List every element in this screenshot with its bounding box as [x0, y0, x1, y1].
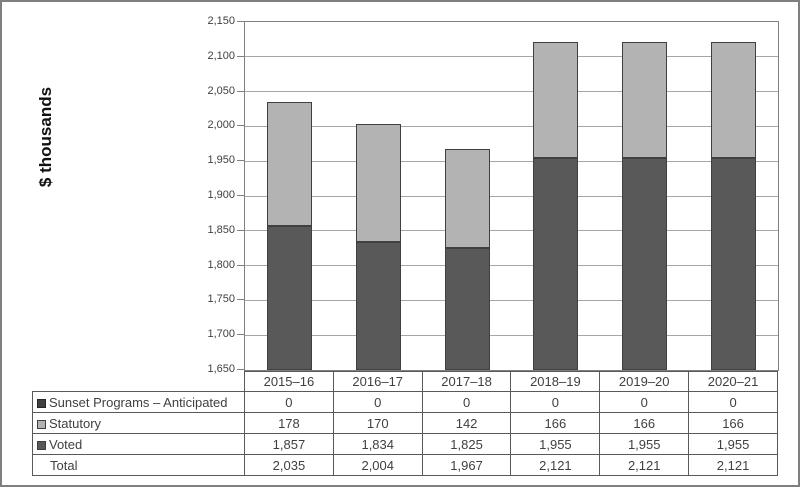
total-value-cell: 2,035: [244, 454, 334, 476]
value-cell: 0: [421, 391, 512, 413]
year-header-cell: 2020–21: [688, 371, 778, 392]
value-cell: 166: [510, 412, 601, 434]
series-label-cell: Statutory: [32, 412, 245, 434]
year-header-cell: 2018–19: [510, 371, 601, 392]
series-label-cell: Sunset Programs – Anticipated: [32, 391, 245, 413]
gridline: [245, 299, 778, 301]
total-label-cell: Total: [32, 454, 245, 476]
value-cell: 142: [421, 412, 512, 434]
y-tick-mark: [237, 160, 244, 162]
y-tick-mark: [237, 21, 244, 22]
total-row: Total 2,035 2,004 1,967 2,121 2,121 2,121: [32, 454, 778, 476]
bar-segment-voted: [622, 157, 668, 370]
y-tick-mark: [237, 299, 244, 301]
legend-swatch-icon: [37, 398, 46, 408]
series-row: Statutory 178 170 142 166 166 166: [32, 412, 778, 434]
series-row: Voted 1,857 1,834 1,825 1,955 1,955 1,955: [32, 433, 778, 455]
year-header-cell: 2017–18: [421, 371, 512, 392]
year-header-cell: 2019–20: [599, 371, 690, 392]
bar-column: [245, 22, 334, 370]
bar-segment-statutory: [444, 149, 490, 249]
value-cell: 1,857: [244, 433, 334, 455]
data-table: 2015–16 2016–17 2017–18 2018–19 2019–20 2020–…: [32, 371, 778, 476]
legend-swatch-icon: [37, 419, 46, 429]
y-tick-label: 1,750: [207, 293, 235, 306]
y-tick-label: 2,100: [207, 49, 235, 62]
gridline: [245, 91, 778, 93]
bar-segment-statutory: [355, 123, 401, 242]
y-tick-mark: [237, 334, 244, 336]
bar-column: [512, 22, 601, 370]
value-cell: 166: [599, 412, 690, 434]
bar-segment-statutory: [533, 42, 579, 158]
series-label: Voted: [49, 436, 83, 452]
value-cell: 0: [599, 391, 690, 413]
bar-column: [689, 22, 778, 370]
y-tick-label: 1,950: [207, 154, 235, 167]
series-label: Sunset Programs – Anticipated: [49, 394, 228, 410]
series-label: Statutory: [49, 415, 102, 431]
bar-segment-statutory: [266, 102, 312, 226]
gridline: [245, 195, 778, 197]
gridline: [245, 125, 778, 127]
y-axis-title: $ thousands: [36, 86, 55, 188]
value-cell: 0: [244, 391, 334, 413]
gridline: [245, 56, 778, 58]
bar-column: [334, 22, 423, 370]
y-tick-mark: [237, 264, 244, 266]
y-tick-mark: [237, 369, 244, 370]
y-tick-mark: [237, 229, 244, 231]
bar-column: [423, 22, 512, 370]
y-tick-label: 2,150: [207, 15, 235, 27]
value-cell: 1,955: [688, 433, 778, 455]
total-value-cell: 2,121: [599, 454, 690, 476]
bar-segment-statutory: [622, 42, 668, 158]
gridline: [245, 334, 778, 336]
total-value-cell: 2,121: [688, 454, 778, 476]
y-tick-label: 1,850: [207, 223, 235, 236]
value-cell: 178: [244, 412, 334, 434]
bar-segment-voted: [533, 157, 579, 370]
y-tick-mark: [237, 55, 244, 57]
value-cell: 1,955: [599, 433, 690, 455]
gridline: [245, 230, 778, 232]
gridline: [245, 160, 778, 162]
gridline: [245, 265, 778, 267]
value-cell: 0: [688, 391, 778, 413]
value-cell: 1,955: [510, 433, 601, 455]
y-tick-label: 2,050: [207, 84, 235, 97]
value-cell: 0: [510, 391, 601, 413]
total-value-cell: 2,121: [510, 454, 601, 476]
y-tick-mark: [237, 90, 244, 92]
series-row: Sunset Programs – Anticipated 0 0 0 0 0 0: [32, 391, 778, 413]
bar-segment-voted: [444, 248, 490, 370]
bar-segment-voted: [266, 225, 312, 370]
value-cell: 166: [688, 412, 778, 434]
year-header-cell: 2016–17: [332, 371, 423, 392]
bar-segment-statutory: [711, 42, 757, 158]
value-cell: 1,825: [421, 433, 512, 455]
y-tick-mark: [237, 125, 244, 127]
value-cell: 0: [332, 391, 423, 413]
bar-column: [600, 22, 689, 370]
bar-segment-voted: [711, 157, 757, 370]
y-tick-label: 1,800: [207, 258, 235, 271]
value-cell: 170: [332, 412, 423, 434]
value-cell: 1,834: [332, 433, 423, 455]
total-value-cell: 1,967: [421, 454, 512, 476]
y-tick-label: 1,900: [207, 189, 235, 201]
series-label-cell: Voted: [32, 433, 245, 455]
bar-segment-voted: [355, 241, 401, 370]
total-value-cell: 2,004: [332, 454, 423, 476]
y-tick-label: 1,700: [207, 328, 235, 341]
table-header-row: 2015–16 2016–17 2017–18 2018–19 2019–20 2020–…: [33, 371, 778, 392]
y-tick-mark: [237, 195, 244, 196]
plot-area: [244, 21, 779, 371]
legend-swatch-icon: [37, 440, 46, 450]
year-header-cell: 2015–16: [244, 371, 334, 392]
y-tick-label: 2,000: [207, 119, 235, 132]
table-corner-cell: [33, 372, 245, 392]
